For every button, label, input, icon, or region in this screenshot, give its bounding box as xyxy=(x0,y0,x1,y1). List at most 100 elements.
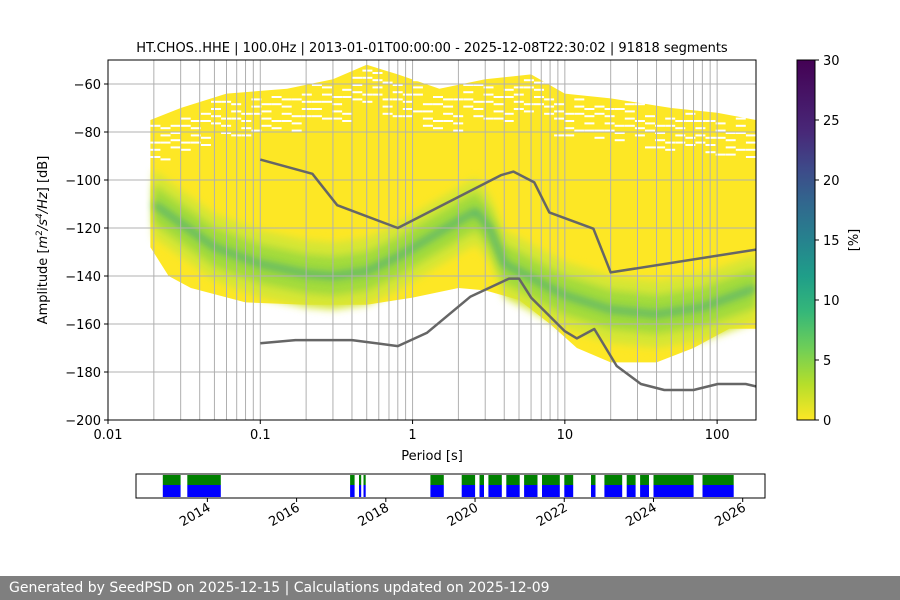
psd-sparse-cell xyxy=(332,96,343,98)
psd-sparse-cell xyxy=(190,134,201,137)
psd-sparse-cell xyxy=(604,122,615,125)
y-tick-label: −160 xyxy=(65,318,101,333)
psd-sparse-cell xyxy=(624,117,635,120)
psd-sparse-cell xyxy=(251,98,262,101)
psd-sparse-cell xyxy=(735,132,746,134)
availability-top-bar xyxy=(359,475,362,485)
psd-sparse-cell xyxy=(493,103,504,106)
colorbar-tick-label: 0 xyxy=(823,414,831,429)
psd-sparse-cell xyxy=(695,134,706,137)
psd-sparse-cell xyxy=(281,120,292,122)
psd-sparse-cell xyxy=(503,120,514,122)
availability-top-bar xyxy=(363,475,366,485)
psd-sparse-cell xyxy=(352,91,363,94)
psd-sparse-cell xyxy=(463,98,474,101)
psd-sparse-cell xyxy=(311,84,322,86)
psd-sparse-cell xyxy=(473,100,484,103)
availability-top-bar xyxy=(461,475,476,485)
psd-sparse-cell xyxy=(715,136,726,139)
psd-sparse-cell xyxy=(574,105,585,108)
psd-sparse-cell xyxy=(200,136,211,139)
availability-top-bar xyxy=(702,475,734,485)
psd-density-heatmap xyxy=(150,64,756,363)
psd-sparse-cell xyxy=(463,84,474,86)
y-axis-label: Amplitude [m2/s4/Hz] [dB] xyxy=(35,156,51,325)
psd-sparse-cell xyxy=(584,129,595,132)
psd-sparse-cell xyxy=(190,141,201,144)
psd-sparse-cell xyxy=(301,100,312,103)
availability-top-bar xyxy=(350,475,355,485)
psd-sparse-cell xyxy=(261,110,272,113)
plot-frame xyxy=(107,59,757,421)
psd-sparse-cell xyxy=(170,132,181,134)
psd-sparse-cell xyxy=(534,88,544,91)
psd-sparse-cell xyxy=(624,103,635,106)
psd-sparse-cell xyxy=(645,115,655,118)
y-tick-label: −200 xyxy=(65,414,101,429)
psd-sparse-cell xyxy=(725,132,736,134)
psd-sparse-cell xyxy=(745,148,756,151)
availability-bottom-bar xyxy=(350,485,355,497)
psd-sparse-cell xyxy=(614,132,625,134)
psd-sparse-cell xyxy=(180,148,191,151)
psd-sparse-cell xyxy=(372,79,383,82)
axis-ticks: 0.01 0.1 1 10 100 −200 −180 −160 −140 −120 −100 −80… xyxy=(65,78,729,443)
psd-sparse-cell xyxy=(503,96,514,98)
availability-tick-label: 2020 xyxy=(445,500,481,530)
psd-sparse-cell xyxy=(150,124,161,127)
psd-sparse-cell xyxy=(594,136,605,139)
availability-bottom-bar xyxy=(702,485,734,497)
psd-sparse-cell xyxy=(412,86,423,89)
psd-sparse-cell xyxy=(735,124,746,127)
psd-sparse-cell xyxy=(271,120,282,122)
psd-sparse-cell xyxy=(372,93,383,96)
availability-tick-label: 2024 xyxy=(623,500,659,530)
psd-sparse-cell xyxy=(160,141,171,144)
psd-sparse-cell xyxy=(200,144,211,146)
psd-sparse-cell xyxy=(745,134,756,137)
chart-title: HT.CHOS..HHE | 100.0Hz | 2013-01-01T00:0… xyxy=(136,41,728,56)
psd-sparse-cell xyxy=(604,129,615,132)
psd-sparse-cell xyxy=(655,139,666,142)
psd-sparse-cell xyxy=(301,115,312,118)
psd-sparse-cell xyxy=(180,124,191,127)
availability-tick-label: 2016 xyxy=(266,500,302,530)
psd-sparse-cell xyxy=(584,122,595,125)
psd-sparse-cell xyxy=(200,112,211,115)
psd-sparse-cell xyxy=(564,120,575,122)
psd-sparse-cell xyxy=(574,98,585,101)
psd-sparse-cell xyxy=(160,134,171,137)
psd-sparse-cell xyxy=(170,146,181,149)
footer-bar: Generated by SeedPSD on 2025-12-15 | Cal… xyxy=(0,576,900,600)
psd-sparse-cell xyxy=(281,98,292,101)
psd-sparse-cell xyxy=(634,134,645,137)
availability-bottom-bar xyxy=(591,485,596,497)
psd-sparse-cell xyxy=(564,112,575,115)
psd-sparse-cell xyxy=(715,153,726,156)
psd-sparse-cell xyxy=(483,117,494,120)
psd-sparse-cell xyxy=(362,76,373,79)
psd-sparse-cell xyxy=(503,112,514,115)
psd-sparse-cell xyxy=(554,110,565,113)
psd-sparse-cell xyxy=(322,117,332,120)
psd-sparse-cell xyxy=(523,79,534,82)
availability-top-bar xyxy=(591,475,596,485)
colorbar-label: [%] xyxy=(847,229,862,252)
availability-bars xyxy=(162,475,734,497)
psd-sparse-cell xyxy=(211,115,221,118)
footer-text: Generated by SeedPSD on 2025-12-15 | Cal… xyxy=(9,580,550,596)
availability-bottom-bar xyxy=(604,485,623,497)
psd-sparse-cell xyxy=(342,120,353,122)
psd-sparse-cell xyxy=(433,120,443,122)
psd-sparse-cell xyxy=(160,127,171,130)
psd-sparse-cell xyxy=(745,156,756,158)
psd-sparse-cell xyxy=(715,129,726,132)
psd-sparse-cell xyxy=(473,84,484,86)
psd-sparse-cell xyxy=(725,139,736,142)
psd-sparse-cell xyxy=(412,110,423,113)
psd-sparse-cell xyxy=(322,100,332,103)
noise-model-curves xyxy=(259,158,756,392)
psd-sparse-cell xyxy=(523,103,534,106)
psd-sparse-cell xyxy=(190,127,201,130)
availability-top-bar xyxy=(506,475,520,485)
